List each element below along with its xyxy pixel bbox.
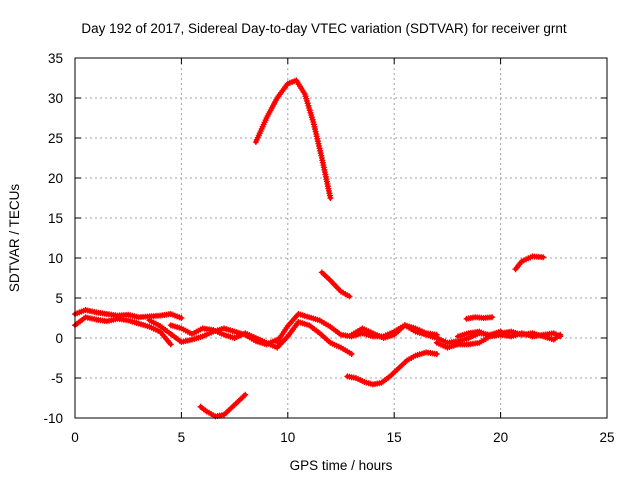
y-tick-label: 10 — [48, 251, 63, 266]
y-tick-label: -5 — [51, 371, 63, 386]
series-trace-b — [72, 314, 174, 348]
series-markers — [512, 253, 547, 273]
series-markers — [463, 314, 496, 322]
y-tick-label: 5 — [55, 291, 63, 306]
y-tick-label: 25 — [48, 131, 63, 146]
y-tick-label: 0 — [55, 331, 63, 346]
y-tick-label: 15 — [48, 211, 63, 226]
series-markers — [167, 319, 355, 357]
data-series-group — [72, 77, 564, 420]
y-tick-label: 35 — [48, 51, 63, 66]
grid — [75, 58, 607, 418]
x-tick-label: 5 — [178, 430, 186, 445]
series-markers — [197, 391, 249, 420]
chart-title: Day 192 of 2017, Sidereal Day-to-day VTE… — [81, 21, 566, 36]
x-tick-label: 10 — [280, 430, 295, 445]
x-axis-label: GPS time / hours — [290, 458, 393, 473]
series-markers — [344, 349, 440, 388]
x-tick-label: 20 — [493, 430, 508, 445]
series-trace-d — [167, 319, 355, 357]
series-segment-right-high — [512, 253, 547, 273]
axis-ticks: 0 5 10 15 20 25 -10 -5 0 5 10 15 20 25 30 35 — [43, 51, 614, 445]
plot-frame — [74, 57, 608, 419]
y-tick-label: 30 — [48, 91, 63, 106]
series-trace-h — [455, 328, 564, 340]
series-segment-right-mid — [463, 314, 496, 322]
x-tick-label: 15 — [387, 430, 402, 445]
y-axis-label: SDTVAR / TECUs — [7, 184, 22, 293]
series-markers — [252, 77, 334, 201]
y-tick-label: -10 — [43, 411, 63, 426]
x-tick-label: 25 — [599, 430, 614, 445]
series-segment-mid-high — [318, 269, 353, 300]
series-markers — [455, 328, 564, 340]
series-segment-left-low — [197, 391, 249, 420]
series-markers — [318, 269, 353, 300]
x-tick-label: 0 — [71, 430, 79, 445]
series-high-arc — [252, 77, 334, 201]
y-tick-label: 20 — [48, 171, 63, 186]
series-segment-mid-low — [344, 349, 440, 388]
